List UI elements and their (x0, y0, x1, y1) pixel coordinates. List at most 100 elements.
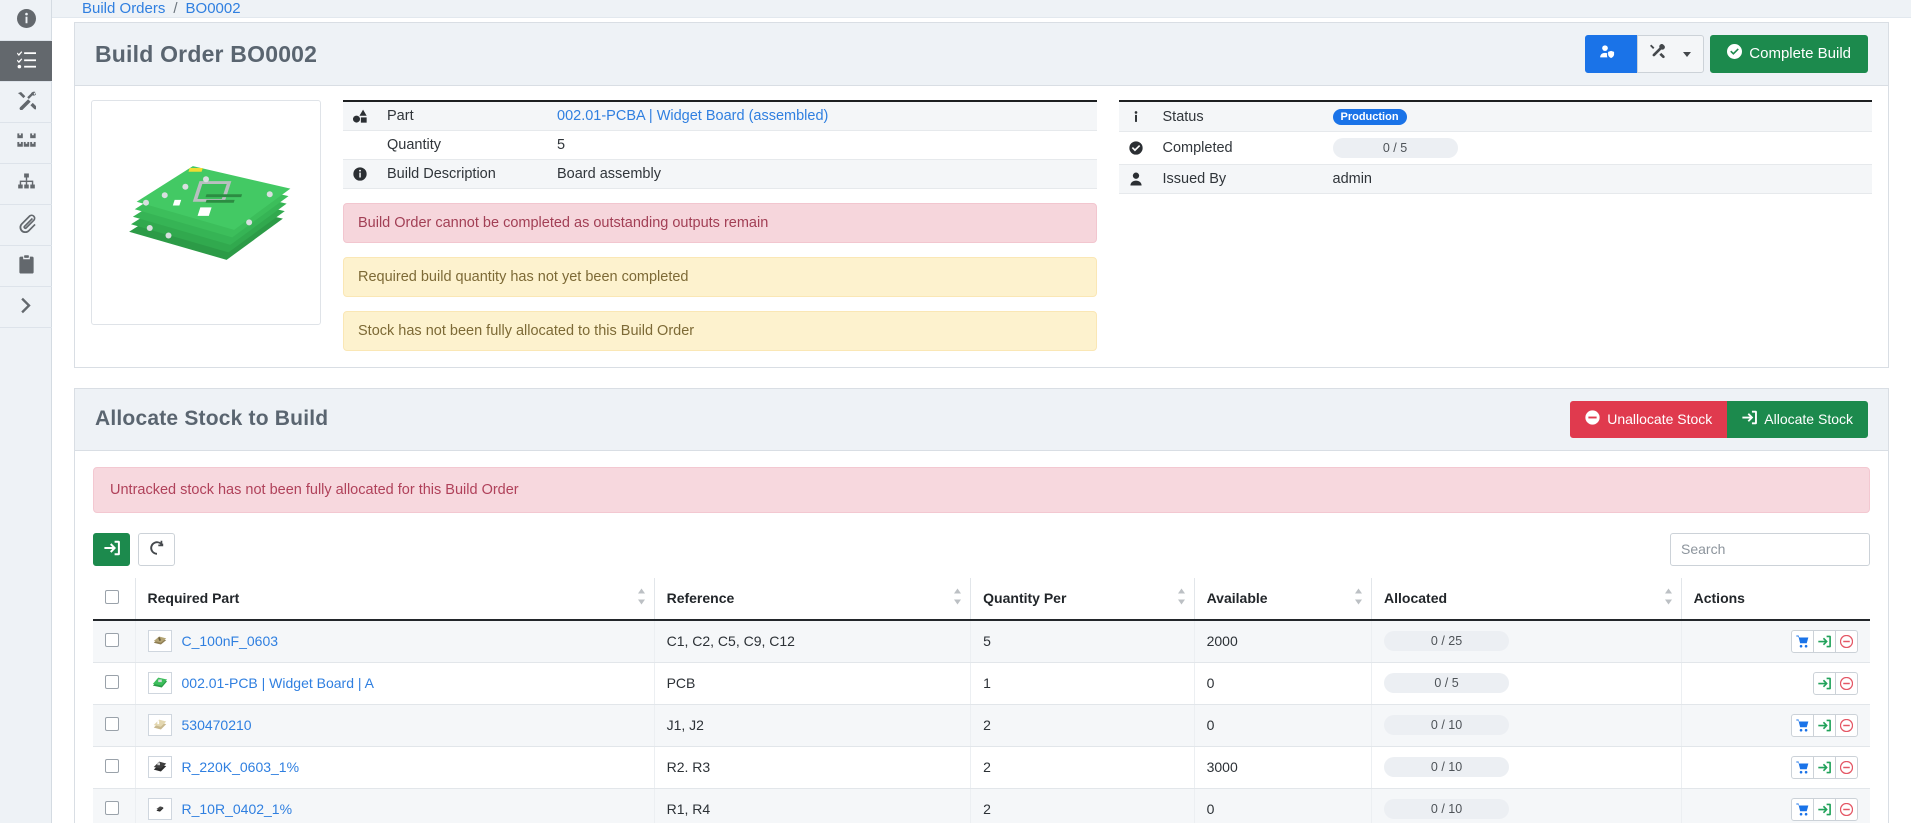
part-link[interactable]: C_100nF_0603 (181, 633, 279, 650)
table-row: R_10R_0402_1% R1, R4 2 0 0 / 10 (93, 788, 1870, 823)
alert-quantity-not-completed: Required build quantity has not yet been… (343, 257, 1097, 297)
detail-label-quantity: Quantity (377, 130, 547, 160)
table-row: R_220K_0603_1% R2. R3 2 3000 0 / 10 (93, 746, 1870, 789)
detail-row-quantity: Quantity 5 (343, 130, 1097, 160)
row-checkbox[interactable] (105, 674, 119, 689)
row-allocated-cell: 0 / 10 (1371, 788, 1682, 823)
row-select-cell (93, 704, 136, 747)
assign-user-button[interactable] (1585, 35, 1638, 73)
column-reference[interactable]: Reference (654, 577, 972, 621)
sort-icon[interactable] (1354, 588, 1363, 608)
column-label-available: Available (1206, 590, 1268, 607)
row-part-cell: R_10R_0402_1% (135, 788, 655, 823)
buy-icon[interactable] (1791, 713, 1814, 737)
allocate-stock-toolbar-button[interactable] (93, 532, 130, 566)
allocate-stock-title: Allocate Stock to Build (95, 407, 329, 431)
part-link[interactable]: R_220K_0603_1% (181, 759, 300, 776)
sort-icon[interactable] (637, 588, 646, 608)
allocate-icon[interactable] (1813, 713, 1836, 737)
table-row: 002.01-PCB | Widget Board | A PCB 1 0 0 … (93, 662, 1870, 705)
sidebar-item-build-details[interactable] (0, 0, 52, 41)
main-content: Build Orders / BO0002 Build Order BO0002 (52, 0, 1911, 823)
status-row-status: Status Production (1118, 101, 1872, 132)
part-icon (343, 101, 377, 131)
unallocate-icon[interactable] (1835, 671, 1858, 695)
column-label-required-part: Required Part (147, 590, 240, 607)
buy-icon[interactable] (1791, 797, 1814, 821)
sort-icon[interactable] (1664, 588, 1673, 608)
quantity-icon-empty (343, 130, 377, 160)
table-header-row: Required Part Reference Quantity Per (93, 577, 1870, 621)
row-checkbox[interactable] (105, 758, 119, 773)
part-link[interactable]: 002.01-PCB | Widget Board | A (181, 675, 375, 692)
select-all-checkbox[interactable] (105, 589, 119, 604)
sort-icon[interactable] (953, 588, 962, 608)
allocate-stock-label: Allocate Stock (1764, 411, 1853, 427)
sidebar-item-child-builds[interactable] (0, 164, 52, 205)
sidebar-expand-toggle[interactable] (0, 287, 52, 328)
unallocate-icon[interactable] (1835, 755, 1858, 779)
clipboard-icon (17, 255, 36, 277)
buy-icon[interactable] (1791, 629, 1814, 653)
allocate-icon[interactable] (1813, 797, 1836, 821)
sidebar-item-notes[interactable] (0, 246, 52, 287)
allocate-stock-button[interactable]: Allocate Stock (1727, 401, 1868, 438)
build-tools-dropdown[interactable] (1637, 35, 1705, 73)
sidebar-item-attachments[interactable] (0, 205, 52, 246)
complete-build-button[interactable]: Complete Build (1710, 35, 1868, 73)
row-allocated-cell: 0 / 10 (1371, 746, 1682, 789)
row-quantity-per-cell: 2 (970, 746, 1195, 789)
status-row-completed: Completed 0 / 5 (1118, 131, 1872, 165)
status-value-completed: 0 / 5 (1322, 131, 1872, 165)
left-sidebar (0, 0, 52, 823)
allocate-icon[interactable] (1813, 755, 1836, 779)
row-select-cell (93, 788, 136, 823)
allocate-icon[interactable] (1813, 629, 1836, 653)
unallocate-icon[interactable] (1835, 797, 1858, 821)
detail-row-description: Build Description Board assembly (343, 159, 1097, 189)
column-required-part[interactable]: Required Part (135, 577, 655, 621)
unallocate-icon[interactable] (1835, 713, 1858, 737)
search-input[interactable] (1670, 532, 1870, 566)
build-detail-table: Part 002.01-PCBA | Widget Board (assembl… (343, 100, 1097, 189)
column-allocated[interactable]: Allocated (1371, 577, 1682, 621)
breadcrumb-root-link[interactable]: Build Orders (82, 0, 166, 17)
detail-value-description: Board assembly (547, 159, 1097, 189)
row-checkbox[interactable] (105, 716, 119, 731)
allocate-icon[interactable] (1813, 671, 1836, 695)
row-reference-cell: C1, C2, C5, C9, C12 (654, 619, 972, 663)
sort-icon[interactable] (1177, 588, 1186, 608)
status-value-issued-by: admin (1322, 164, 1872, 194)
breadcrumb-current-link[interactable]: BO0002 (185, 0, 241, 17)
row-checkbox[interactable] (105, 632, 119, 647)
column-available[interactable]: Available (1194, 577, 1373, 621)
row-available-cell: 0 (1194, 788, 1373, 823)
unallocate-stock-button[interactable]: Unallocate Stock (1570, 401, 1728, 438)
refresh-table-button[interactable] (138, 532, 175, 566)
info-icon (1118, 101, 1153, 132)
select-all-header (93, 577, 136, 621)
row-part-cell: C_100nF_0603 (135, 619, 655, 663)
unallocate-icon[interactable] (1835, 629, 1858, 653)
table-row: 530470210 J1, J2 2 0 0 / 10 (93, 704, 1870, 747)
sign-in-icon (103, 540, 120, 559)
sidebar-item-build-outputs[interactable] (0, 82, 52, 123)
build-order-panel-header: Build Order BO0002 (75, 23, 1888, 86)
row-actions-cell (1681, 788, 1870, 823)
row-quantity-per-cell: 2 (970, 788, 1195, 823)
part-link[interactable]: 002.01-PCBA | Widget Board (assembled) (557, 108, 829, 124)
buy-icon[interactable] (1791, 755, 1814, 779)
allocated-progress-bar: 0 / 5 (1384, 673, 1510, 694)
row-checkbox[interactable] (105, 800, 119, 815)
row-part-cell: R_220K_0603_1% (135, 746, 655, 789)
part-image[interactable] (91, 100, 321, 325)
part-link[interactable]: 530470210 (181, 717, 252, 734)
part-link[interactable]: R_10R_0402_1% (181, 801, 293, 818)
column-quantity-per[interactable]: Quantity Per (970, 577, 1195, 621)
resistor-small-thumb (147, 798, 172, 821)
sidebar-item-allocate-stock[interactable] (0, 41, 52, 82)
sidebar-item-consumed-stock[interactable] (0, 123, 52, 164)
tools-icon (1650, 44, 1666, 63)
column-label-quantity-per: Quantity Per (983, 590, 1067, 607)
row-select-cell (93, 746, 136, 789)
